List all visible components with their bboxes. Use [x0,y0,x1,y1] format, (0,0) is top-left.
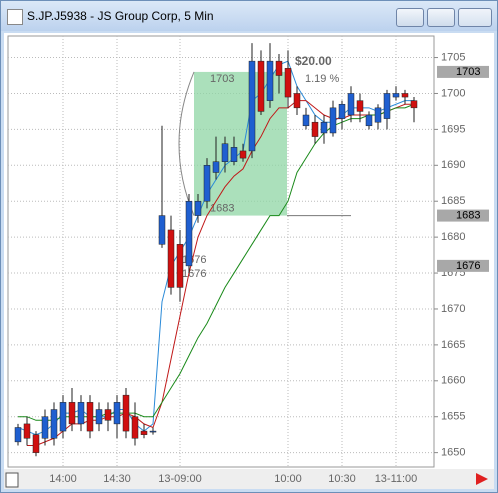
candle-body [383,93,391,119]
candle-body [68,402,76,425]
y-tick-label: 1670 [441,303,465,315]
candle-body [32,434,40,453]
y-tick-label: 1665 [441,339,465,351]
low-label: 1676 [182,268,206,280]
candle-body [275,60,283,76]
candle-body [284,68,292,98]
price-tag-label: 1683 [456,209,480,221]
candle-body [347,93,355,116]
price-tag-label: 1703 [456,66,480,78]
candle-body [212,161,220,173]
range-change-pct: 1.19 % [305,73,339,85]
candle-body [194,200,202,216]
window-title: S.JP.J5938 - JS Group Corp, 5 Min [27,9,214,23]
candle-body [131,416,139,439]
y-tick-label: 1705 [441,51,465,63]
candle-body [320,121,328,134]
price-tag [437,65,489,78]
candle-body [23,423,31,439]
candle-body [356,100,364,112]
candle-body [158,215,166,245]
y-tick-label: 1660 [441,375,465,387]
price-tag [437,259,489,272]
candle-body [122,394,130,432]
x-tick-label: 10:30 [328,473,356,485]
candle-body [230,147,238,162]
x-tick-label: 10:00 [274,473,302,485]
title-bar: S.JP.J5938 - JS Group Corp, 5 Min [1,1,497,31]
close-button[interactable] [458,8,492,27]
candle-body [302,114,310,127]
candle-body [59,402,67,432]
y-tick-label: 1680 [441,231,465,243]
candle-body [410,100,418,109]
candle-body [149,430,157,433]
range-arc [178,71,195,216]
y-tick-label: 1650 [441,447,465,459]
candle-body [329,107,337,134]
candle-body [140,430,148,435]
range-change: $20.00 [295,54,332,68]
candle-body [365,114,373,127]
price-tag-label: 1676 [456,260,480,272]
candle-body [176,244,184,288]
candle-body [77,402,85,425]
candle-body [95,409,103,425]
candle-body [392,93,400,98]
x-axis-strip [4,469,494,489]
range-bottom-label: 1683 [210,202,234,214]
x-tick-label: 13-11:00 [375,473,418,485]
maximize-button[interactable] [427,8,455,27]
candle-body [311,121,319,137]
candle-body [338,103,346,119]
y-tick-label: 1695 [441,123,465,135]
candle-body [221,143,229,162]
candle-body [203,165,211,202]
app-icon [7,9,23,25]
candle-body [374,107,382,123]
candle-body [167,229,175,288]
candle-body [41,416,49,439]
y-tick-label: 1700 [441,87,465,99]
y-tick-label: 1655 [441,411,465,423]
range-top-label: 1703 [210,73,234,85]
y-tick-label: 1690 [441,159,465,171]
candle-body [239,150,247,159]
x-tick-label: 13-09:00 [158,473,201,485]
y-tick-label: 1685 [441,195,465,207]
x-tick-label: 14:00 [49,473,77,485]
candle-body [185,200,193,267]
plot-border [7,35,435,468]
chart: 1650165516601665167016751680168516901695… [4,33,494,489]
candle-body [257,60,265,112]
candle-body [14,427,22,443]
candle-body [293,93,301,109]
x-tick-label: 14:30 [103,473,131,485]
candle-body [266,60,274,101]
scroll-arrow[interactable] [476,473,488,485]
candle-body [113,402,121,425]
candle-body [401,93,409,98]
low-label: 1676 [182,254,206,266]
scroll-box[interactable] [5,472,19,488]
candle-body [86,402,94,432]
price-tag [437,209,489,222]
candle-body [248,60,256,152]
candle-body [104,409,112,421]
minimize-button[interactable] [396,8,424,27]
candle-body [50,409,58,439]
